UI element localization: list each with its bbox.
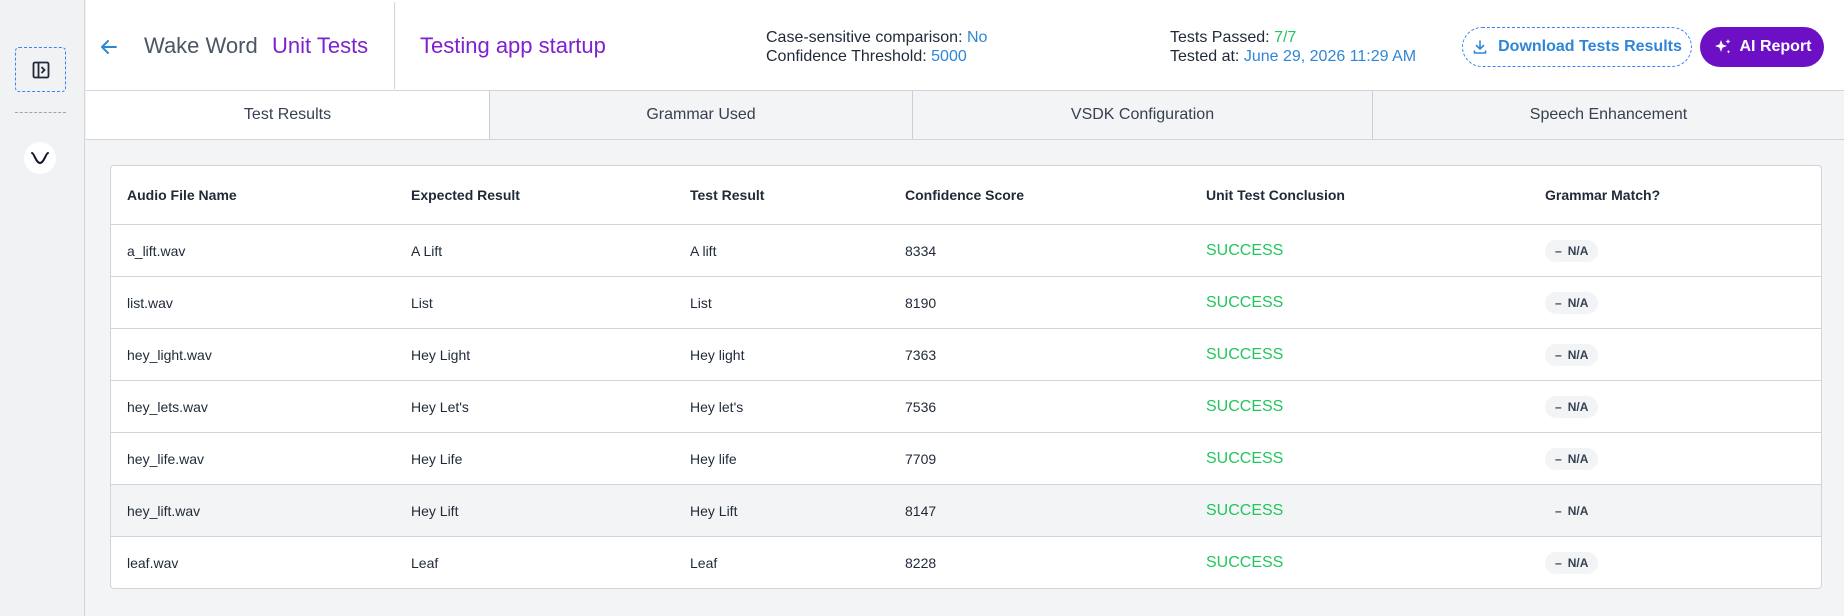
case-sensitive-value: No: [966, 29, 988, 46]
column-header[interactable]: Grammar Match?: [1545, 187, 1661, 203]
comparison-settings: Case-sensitive comparison: No Confidence…: [766, 28, 987, 66]
test-result: Hey light: [690, 346, 745, 363]
unit-test-conclusion: SUCCESS: [1206, 449, 1284, 467]
sidebar-toggle-icon: [32, 61, 49, 78]
table-header: Audio File Name Expected Result Test Res…: [111, 166, 1821, 225]
table-row[interactable]: hey_light.wav Hey Light Hey light 7363 S…: [111, 329, 1821, 381]
confidence-score: 7363: [905, 346, 937, 363]
confidence-score: 7536: [905, 398, 937, 415]
confidence-score: 7709: [905, 450, 937, 467]
audio-file-name: hey_life.wav: [127, 450, 205, 467]
audio-file-name: hey_light.wav: [127, 346, 212, 363]
sparkle-icon: [1714, 39, 1730, 54]
table-row[interactable]: hey_life.wav Hey Life Hey life 7709 SUCC…: [111, 433, 1821, 485]
table-row[interactable]: a_lift.wav A Lift A lift 8334 SUCCESS – N…: [111, 225, 1821, 277]
expected-result: Hey Lift: [411, 502, 459, 519]
sidebar-toggle-button[interactable]: [15, 47, 66, 92]
left-rail: [0, 0, 85, 616]
page-header: Wake Word Unit Tests Testing app startup…: [86, 0, 1844, 91]
test-result: A lift: [690, 242, 717, 259]
audio-file-name: a_lift.wav: [127, 242, 186, 259]
tab-bar: Test Results Grammar Used VSDK Configura…: [86, 91, 1844, 140]
rail-divider: [15, 112, 66, 113]
dash-icon: –: [1555, 503, 1562, 518]
unit-test-conclusion: SUCCESS: [1206, 241, 1284, 259]
confidence-threshold-value: 5000: [931, 48, 967, 65]
grammar-match-badge: – N/A: [1545, 239, 1599, 262]
grammar-match-badge: – N/A: [1545, 395, 1599, 418]
tab-speech-enhancement[interactable]: Speech Enhancement: [1373, 91, 1844, 139]
dash-icon: –: [1555, 399, 1562, 414]
ai-report-button[interactable]: AI Report: [1700, 27, 1824, 67]
tests-passed-label: Tests Passed:: [1170, 29, 1270, 46]
breadcrumb-sub[interactable]: Unit Tests: [272, 33, 369, 58]
tested-at-value: June 29, 2026 11:29 AM: [1243, 48, 1417, 65]
confidence-score: 8147: [905, 502, 937, 519]
column-header[interactable]: Confidence Score: [905, 187, 1025, 203]
download-results-label: Download Tests Results: [1498, 38, 1682, 55]
grammar-match-badge: – N/A: [1555, 503, 1589, 518]
confidence-score: 8334: [905, 242, 937, 259]
dash-icon: –: [1555, 451, 1562, 466]
back-button[interactable]: [94, 32, 124, 62]
test-result: List: [690, 294, 712, 311]
unit-test-conclusion: SUCCESS: [1206, 554, 1284, 571]
expected-result: Hey Light: [411, 346, 471, 363]
download-results-button[interactable]: Download Tests Results: [1462, 27, 1692, 67]
grammar-match-badge: – N/A: [1545, 447, 1599, 470]
audio-file-name: hey_lift.wav: [127, 502, 201, 519]
page-title: Testing app startup: [420, 33, 606, 58]
confidence-score: 8228: [905, 555, 937, 571]
test-result: Hey let's: [690, 398, 744, 415]
column-header[interactable]: Audio File Name: [127, 187, 237, 203]
test-result: Hey life: [690, 450, 737, 467]
grammar-match-badge: – N/A: [1545, 291, 1599, 314]
audio-file-name: hey_lets.wav: [127, 398, 208, 415]
header-divider: [394, 2, 395, 89]
table-row[interactable]: hey_lets.wav Hey Let's Hey let's 7536 SU…: [111, 381, 1821, 433]
dash-icon: –: [1555, 295, 1562, 310]
confidence-threshold-label: Confidence Threshold:: [766, 48, 927, 65]
table-row[interactable]: list.wav List List 8190 SUCCESS – N/A: [111, 277, 1821, 329]
grammar-match-badge: – N/A: [1545, 343, 1599, 366]
tests-passed-value: 7/7: [1274, 29, 1297, 46]
test-result: Hey Lift: [690, 502, 738, 519]
table-row[interactable]: leaf.wav Leaf Leaf 8228 SUCCESS – N/A: [111, 537, 1821, 588]
unit-test-conclusion: SUCCESS: [1206, 397, 1284, 415]
results-table: Audio File Name Expected Result Test Res…: [110, 165, 1822, 589]
expected-result: A Lift: [411, 242, 443, 259]
vsdk-logo-icon: [31, 152, 49, 165]
unit-test-conclusion: SUCCESS: [1206, 501, 1284, 519]
expected-result: List: [411, 294, 433, 311]
dash-icon: –: [1555, 243, 1562, 258]
breadcrumb-main[interactable]: Wake Word: [144, 33, 258, 58]
tab-grammar-used[interactable]: Grammar Used: [490, 91, 913, 139]
dash-icon: –: [1555, 347, 1562, 362]
audio-file-name: leaf.wav: [127, 555, 179, 571]
ai-report-label: AI Report: [1739, 38, 1812, 55]
expected-result: Hey Let's: [411, 398, 469, 415]
unit-test-conclusion: SUCCESS: [1206, 293, 1284, 311]
unit-test-conclusion: SUCCESS: [1206, 345, 1284, 363]
arrow-left-icon: [101, 40, 117, 54]
tab-vsdk-configuration[interactable]: VSDK Configuration: [913, 91, 1373, 139]
audio-file-name: list.wav: [127, 294, 173, 311]
dash-icon: –: [1555, 556, 1562, 570]
expected-result: Hey Life: [411, 450, 463, 467]
column-header[interactable]: Unit Test Conclusion: [1206, 187, 1345, 203]
confidence-score: 8190: [905, 294, 937, 311]
test-result: Leaf: [690, 555, 718, 571]
column-header[interactable]: Test Result: [690, 187, 765, 203]
test-summary: Tests Passed: 7/7 Tested at: June 29, 20…: [1170, 28, 1416, 66]
app-logo[interactable]: [24, 142, 56, 174]
table-row[interactable]: hey_lift.wav Hey Lift Hey Lift 8147 SUCC…: [111, 485, 1821, 537]
column-header[interactable]: Expected Result: [411, 187, 520, 203]
tab-test-results[interactable]: Test Results: [86, 91, 490, 139]
tested-at-label: Tested at:: [1170, 48, 1240, 65]
case-sensitive-label: Case-sensitive comparison:: [766, 29, 963, 46]
expected-result: Leaf: [411, 555, 439, 571]
grammar-match-badge: – N/A: [1545, 552, 1599, 574]
download-icon: [1473, 40, 1487, 54]
